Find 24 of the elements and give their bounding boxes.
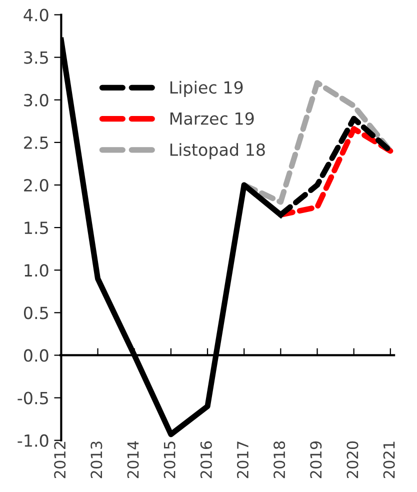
y-tick-label: 1.5 <box>24 222 48 234</box>
x-tick-label: 2014 <box>127 441 139 478</box>
y-tick-label: 2.0 <box>24 178 48 192</box>
x-tick-label: 2016 <box>200 441 212 478</box>
y-tick-label: 1.0 <box>24 264 48 277</box>
legend-label: Lipiec 19 <box>170 80 243 97</box>
x-tick-label: 2018 <box>274 441 286 478</box>
y-tick-label: 0.0 <box>24 349 48 362</box>
x-tick-label: 2012 <box>54 442 66 478</box>
x-tick-label: 2021 <box>383 442 395 478</box>
legend-label: Marzec 19 <box>170 112 254 125</box>
y-tick-label: -0.5 <box>18 392 48 404</box>
y-tick-label: -1.0 <box>18 434 48 447</box>
x-tick-label: 2020 <box>346 441 358 478</box>
x-tick-label: 2015 <box>164 442 176 478</box>
y-tick-label: 2.5 <box>24 136 48 150</box>
legend-label: Listopad 18 <box>170 143 265 160</box>
y-tick-label: 3.0 <box>24 94 48 106</box>
x-tick-label: 2017 <box>236 442 249 478</box>
x-tick-label: 2019 <box>310 441 322 478</box>
y-tick-label: 4.0 <box>24 8 48 22</box>
y-tick-label: 3.5 <box>24 51 48 64</box>
x-tick-label: 2013 <box>90 442 102 478</box>
y-tick-label: 0.5 <box>24 306 48 320</box>
